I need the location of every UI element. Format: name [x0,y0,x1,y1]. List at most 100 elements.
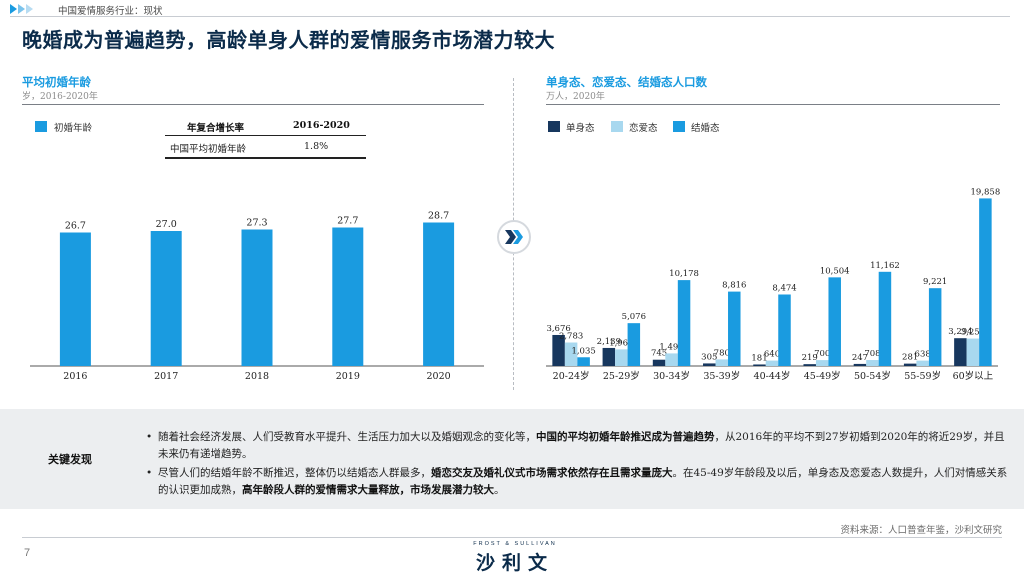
value-label-2020: 28.7 [428,211,449,222]
value-label-single-60岁以上: 3,294 [948,327,972,337]
footer-divider [22,537,1002,538]
bar-married-55-59岁 [928,288,942,366]
marriage-age-bar-chart: 26.7 2016 27.0 2017 27.3 2018 27.7 2019 28.7 2020 [30,211,484,382]
value-label-married-35-39岁: 8,816 [722,281,746,291]
value-label-2018: 27.3 [246,218,267,229]
value-label-married-25-29岁: 5,076 [622,312,646,322]
growth-table-header-cagr: 年复合增长率 [187,123,245,134]
legend-single-label: 单身态 [566,123,595,134]
value-label-dating-45-49岁: 700 [814,349,830,359]
value-label-married-55-59岁: 9,221 [923,277,947,287]
legend-dating-label: 恋爱态 [629,123,658,134]
left-panel-title: 平均初婚年龄 [22,75,91,89]
value-label-dating-60岁以上: 3,250 [961,328,985,338]
value-label-married-20-24岁: 1,035 [571,346,595,356]
page-number: 7 [24,547,31,559]
value-label-dating-25-29岁: 1,969 [609,338,633,348]
left-panel-rule [22,104,484,105]
x-tick-2020: 2020 [427,371,451,382]
bar-single-40-44岁 [753,364,766,366]
value-label-married-50-54岁: 11,162 [870,261,900,271]
value-label-dating-40-44岁: 640 [764,350,780,360]
legend-dating-swatch [611,121,623,132]
bar-married-45-49岁 [828,277,841,366]
value-label-dating-35-39岁: 780 [714,348,730,358]
bar-dating-55-59岁 [916,360,929,366]
x-tick-20-24岁: 20-24岁 [553,370,590,382]
value-label-2017: 27.0 [156,219,177,230]
bar-single-60岁以上 [954,338,967,366]
bar-married-40-44岁 [778,294,791,366]
value-label-dating-20-24岁: 2,783 [559,332,583,342]
finding-1: 随着社会经济发展、人们受教育水平提升、生活压力加大以及婚姻观念的变化等，中国的平… [158,429,1008,463]
value-label-dating-30-34岁: 1,492 [659,342,683,352]
legend-married-swatch [673,121,685,132]
bar-dating-25-29岁 [615,349,628,366]
value-label-married-40-44岁: 8,474 [772,283,796,293]
finding-2-text-b: 。在45-49岁年龄段及以后，单身态及恋爱态人数提升，人们对情感关系的认识更加成… [158,467,1008,496]
growth-table-row-label: 中国平均初婚年龄 [170,144,247,155]
value-label-2016: 26.7 [65,221,86,232]
finding-1-text-a: 随着社会经济发展、人们受教育水平提升、生活压力加大以及婚姻观念的变化等， [158,431,536,443]
value-label-single-45-49岁: 219 [802,353,818,363]
growth-table-row-value: 1.8% [304,141,329,152]
key-findings-panel [0,409,1024,509]
x-tick-2017: 2017 [154,371,178,382]
finding-2-emphasis-a: 婚恋交友及婚礼仪式市场需求依然存在且需求量庞大 [431,467,673,479]
finding-2: 尽管人们的结婚年龄不断推迟，整体仍以结婚态人群最多，婚恋交友及婚礼仪式市场需求依… [158,465,1008,499]
value-label-single-40-44岁: 181 [751,353,767,363]
legend-marriage-age-label: 初婚年龄 [54,123,93,134]
bullet-2-marker: • [146,467,153,479]
bar-single-30-34岁 [652,359,666,366]
bar-single-20-24岁 [552,334,565,366]
x-tick-55-59岁: 55-59岁 [904,370,941,382]
bar-dating-50-54岁 [866,360,879,366]
bar-dating-20-24岁 [564,342,578,366]
x-tick-35-39岁: 35-39岁 [703,370,740,382]
key-findings-label: 关键发现 [48,453,92,466]
value-label-married-45-49岁: 10,504 [820,266,850,276]
bar-single-35-39岁 [703,363,716,366]
bar-single-55-59岁 [903,363,917,366]
bar-married-25-29岁 [627,323,641,366]
bar-single-25-29岁 [602,347,616,366]
growth-table-header-period: 2016-2020 [293,120,350,131]
header-divider [10,16,1010,17]
value-label-single-55-59岁: 281 [902,353,918,363]
bar-dating-45-49岁 [815,360,829,366]
bar-married-60岁以上 [979,198,992,366]
source-note: 资料来源：人口普查年鉴，沙利文研究 [840,525,1002,536]
logo-sullivan-cn: 沙利文 [475,552,554,574]
bar-single-50-54岁 [853,363,867,366]
bar-married-20-24岁 [577,357,590,366]
bar-single-45-49岁 [803,364,816,366]
bar-married-50-54岁 [878,271,892,366]
x-tick-2018: 2018 [245,371,269,382]
double-chevron-icon [505,230,523,244]
value-label-single-20-24岁: 3,676 [546,324,570,334]
value-label-married-30-34岁: 10,178 [669,269,699,279]
finding-1-emphasis: 中国的平均初婚年龄推迟成为普遍趋势 [536,431,715,443]
breadcrumb: 中国爱情服务行业：现状 [58,6,163,17]
right-panel-title: 单身态、恋爱态、结婚态人口数 [546,75,707,89]
value-label-single-35-39岁: 305 [701,352,717,362]
growth-table-bottom-rule [165,157,366,159]
finding-1-text-b: ，从2016年的平均不到27岁初婚到2020年的将近29岁，并且未来仍有递增趋势… [158,431,1005,460]
logo-frost-sullivan: FROST & SULLIVAN [473,541,557,547]
bar-2018 [241,229,273,366]
legend-marriage-age-swatch [35,121,47,132]
legend-single-swatch [548,121,560,132]
value-label-2019: 27.7 [337,216,358,227]
bar-dating-30-34岁 [665,353,678,366]
growth-table-rule [165,135,366,136]
x-tick-2016: 2016 [63,371,87,382]
bar-dating-40-44岁 [765,360,779,366]
page-title: 晚婚成为普遍趋势，高龄单身人群的爱情服务市场潜力较大 [22,28,555,52]
value-label-married-60岁以上: 19,858 [971,187,1001,197]
finding-2-text-c: 。 [494,484,505,496]
finding-2-text-a: 尽管人们的结婚年龄不断推迟，整体仍以结婚态人群最多， [158,467,431,479]
bar-dating-35-39岁 [715,359,729,366]
x-tick-30-34岁: 30-34岁 [653,370,690,382]
value-label-single-30-34岁: 745 [651,349,667,359]
